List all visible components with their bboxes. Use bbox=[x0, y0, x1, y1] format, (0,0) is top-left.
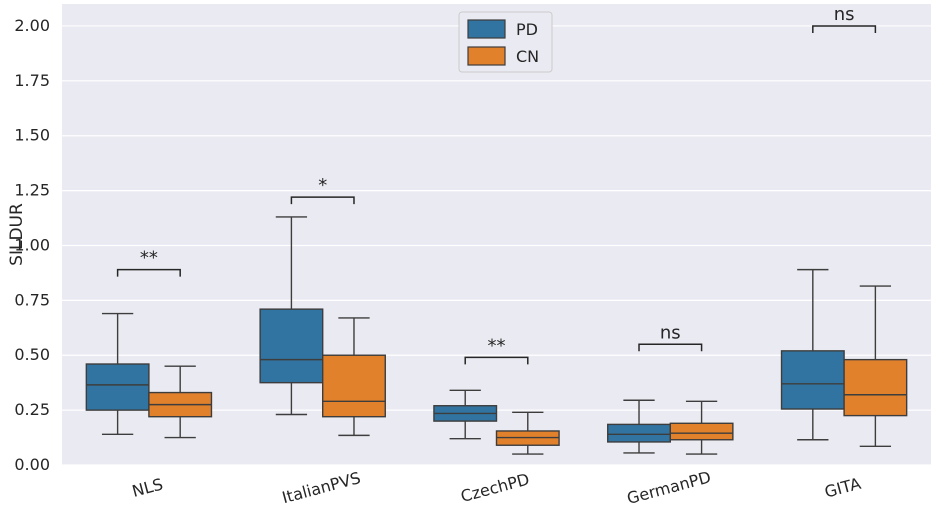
y-tick-label: 2.00 bbox=[14, 16, 50, 35]
legend: PD CN bbox=[458, 11, 553, 73]
box-cn-czechpd bbox=[495, 411, 560, 455]
legend-label: CN bbox=[516, 47, 539, 66]
y-tick-label: 0.00 bbox=[14, 455, 50, 474]
significance-bracket bbox=[290, 196, 355, 205]
box-cn-gita bbox=[843, 285, 908, 448]
y-tick-label: 0.50 bbox=[14, 345, 50, 364]
box-pd-czechpd bbox=[433, 389, 498, 440]
box-pd-gita bbox=[780, 268, 845, 441]
x-tick-label-gita: GITA bbox=[823, 474, 863, 502]
y-tick-label: 1.25 bbox=[14, 181, 50, 200]
legend-item-cn: CN bbox=[467, 46, 539, 66]
significance-bracket bbox=[812, 25, 877, 33]
x-tick-label-germanpd: GermanPD bbox=[625, 467, 713, 508]
significance-label: ** bbox=[488, 335, 506, 356]
annotation-italianpvs: * bbox=[290, 175, 355, 205]
box-cn-italianpvs bbox=[322, 317, 386, 437]
x-tick-label-italianpvs: ItalianPVS bbox=[280, 468, 363, 507]
y-tick-label: 0.25 bbox=[14, 400, 50, 419]
legend-swatch bbox=[467, 46, 506, 66]
significance-label: ns bbox=[834, 4, 855, 25]
box-iqr bbox=[85, 363, 150, 411]
box-cn-germanpd bbox=[669, 400, 734, 455]
legend-item-pd: PD bbox=[467, 19, 538, 39]
x-axis-ticks: NLS ItalianPVS CzechPD GermanPD GITA bbox=[130, 467, 863, 508]
significance-bracket bbox=[116, 268, 181, 277]
legend-label: PD bbox=[516, 20, 538, 39]
significance-bracket bbox=[464, 356, 529, 365]
x-tick-label-nls: NLS bbox=[130, 474, 165, 500]
box-iqr bbox=[607, 423, 671, 443]
significance-label: ns bbox=[660, 322, 681, 343]
y-tick-label: 1.00 bbox=[14, 235, 50, 254]
box-iqr bbox=[780, 350, 845, 410]
y-tick-label: 1.75 bbox=[14, 71, 50, 90]
boxes-layer bbox=[85, 216, 908, 455]
box-iqr bbox=[259, 308, 324, 384]
significance-label: ** bbox=[140, 248, 158, 269]
y-tick-label: 1.50 bbox=[14, 126, 50, 145]
legend-swatch bbox=[467, 19, 506, 39]
annotation-czechpd: ** bbox=[464, 335, 529, 365]
significance-bracket bbox=[638, 343, 703, 352]
box-cn-nls bbox=[148, 365, 213, 439]
annotation-nls: ** bbox=[116, 248, 181, 277]
box-iqr bbox=[322, 354, 386, 418]
y-axis-ticks: 0.00 0.25 0.50 0.75 1.00 1.25 1.50 1.75 2.00 bbox=[14, 16, 50, 474]
box-iqr bbox=[669, 422, 734, 441]
annotation-germanpd: ns bbox=[638, 322, 703, 352]
box-pd-italianpvs bbox=[259, 216, 324, 416]
y-axis-label: SILDUR bbox=[7, 203, 27, 266]
annotation-gita: ns bbox=[812, 4, 877, 33]
box-pd-nls bbox=[85, 312, 150, 435]
box-iqr bbox=[843, 358, 908, 417]
x-tick-label-czechpd: CzechPD bbox=[459, 469, 532, 506]
y-tick-label: 0.75 bbox=[14, 290, 50, 309]
significance-label: * bbox=[318, 175, 327, 196]
